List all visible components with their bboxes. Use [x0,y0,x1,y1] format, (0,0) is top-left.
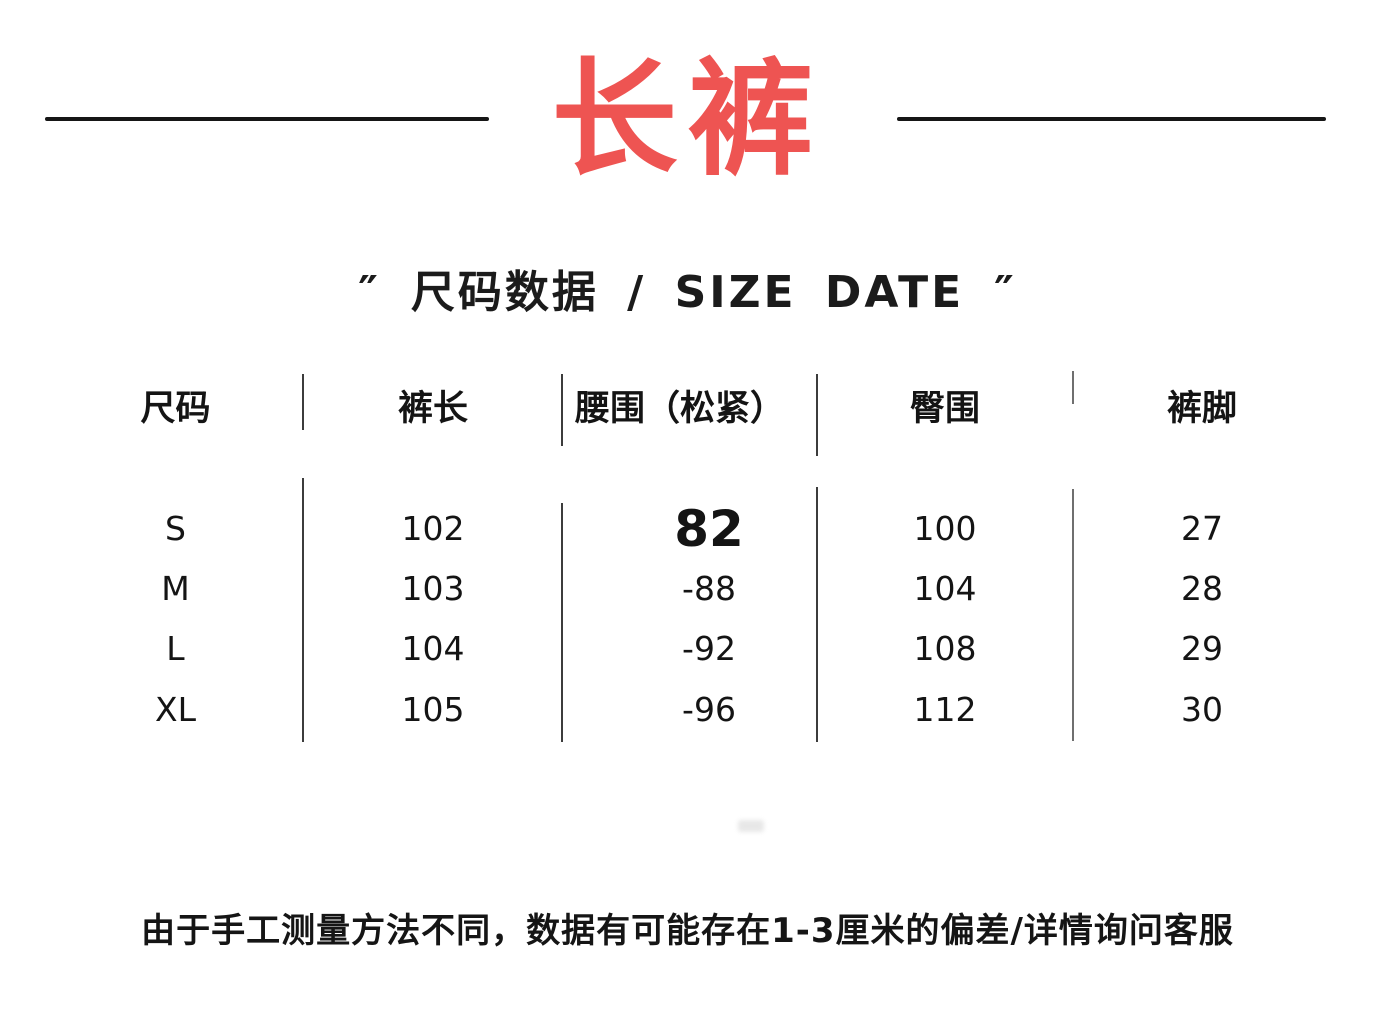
size-cell: S [165,509,186,548]
column-divider [302,478,304,742]
hip-cell: 104 [913,569,977,608]
table-row-m: M 103 -88 104 28 [0,558,1375,620]
leg-opening-cell: 29 [1181,629,1223,668]
pant-length-cell: 104 [401,629,465,668]
leg-opening-cell: 30 [1181,690,1223,729]
table-row-l: L 104 -92 108 29 [0,618,1375,680]
pant-length-cell: 105 [401,690,465,729]
header-size: 尺码 [140,389,211,429]
title-right-rule [897,117,1326,121]
header-pant-length: 裤长 [397,389,468,429]
table-row-xl: XL 105 -96 112 30 [0,679,1375,741]
size-cell: M [161,569,190,608]
size-table-header-row: 尺码 裤长 腰围（松紧） 臀围 裤脚 [0,378,1375,440]
hip-cell: 100 [913,509,977,548]
hip-cell: 112 [913,690,977,729]
leg-opening-cell: 28 [1181,569,1223,608]
measurement-disclaimer: 由于手工测量方法不同，数据有可能存在1-3厘米的偏差/详情询问客服 [141,911,1234,951]
subtitle-text: 尺码数据 / SIZE DATE [410,267,965,318]
header-hip: 臀围 [909,389,980,429]
waist-cell: -92 [682,629,736,668]
hip-cell: 108 [913,629,977,668]
size-cell: L [166,629,185,668]
title-left-rule [45,117,489,121]
pant-length-cell: 103 [401,569,465,608]
header-leg-opening: 裤脚 [1166,389,1237,429]
subtitle: ″ 尺码数据 / SIZE DATE ″ [0,256,1375,320]
smudge-artifact [738,820,764,832]
column-divider [302,374,304,430]
subtitle-close-quote: ″ [994,267,1017,318]
header-waist: 腰围（松紧） [574,389,785,429]
column-divider [816,374,818,456]
column-divider [816,487,818,742]
leg-opening-cell: 27 [1181,509,1223,548]
waist-cell: -96 [682,690,736,729]
table-row-s: S 102 82 100 27 [0,498,1375,560]
size-cell: XL [155,690,196,729]
column-divider [1072,489,1074,741]
waist-cell: -88 [682,569,736,608]
waist-cell: 82 [674,500,744,558]
column-divider [561,503,563,742]
subtitle-open-quote: ″ [358,267,381,318]
column-divider [561,374,563,446]
column-divider [1072,371,1074,404]
pant-length-cell: 102 [401,509,465,548]
page-title: 长裤 [551,46,824,193]
